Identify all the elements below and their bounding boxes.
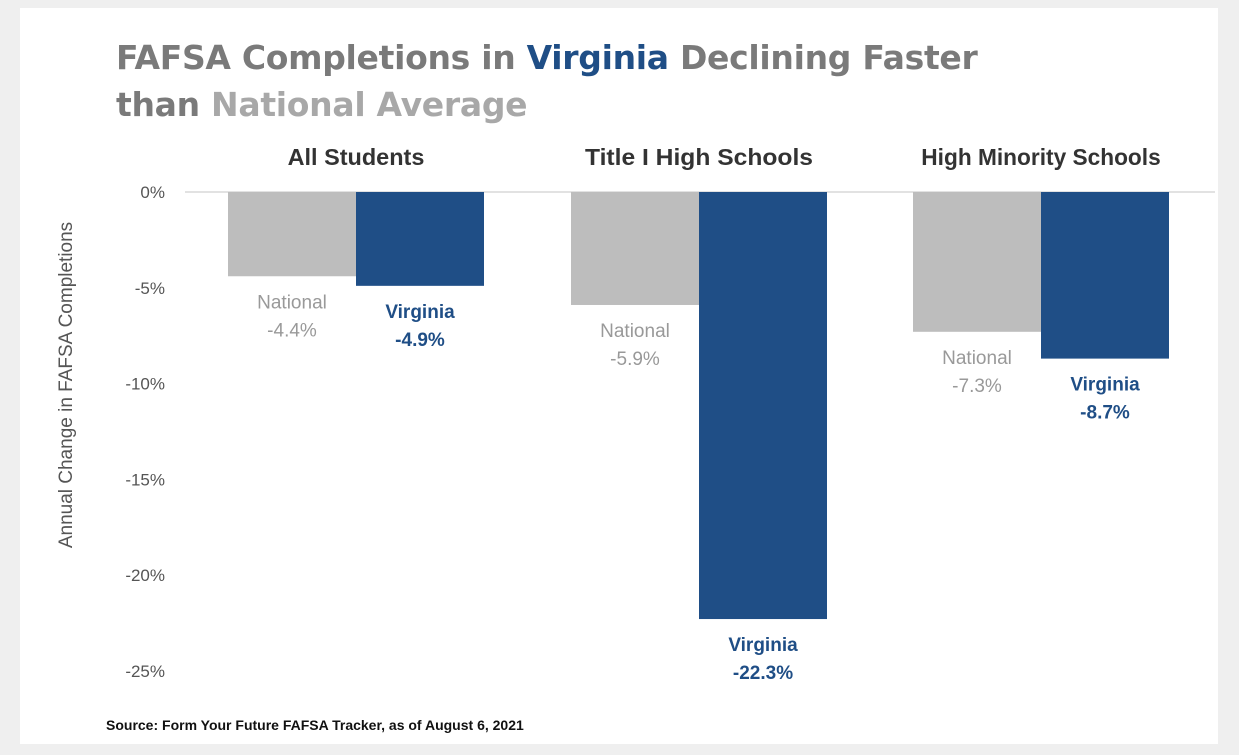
chart-title: FAFSA Completions in Virginia Declining …: [116, 34, 1116, 128]
data-label: -4.9%: [395, 330, 445, 351]
series-name-label: National: [600, 321, 670, 342]
y-tick-label: -15%: [125, 470, 165, 489]
virginia-bar: [356, 192, 484, 286]
title-line2-part1: than: [116, 85, 212, 124]
national-bar: [571, 192, 699, 305]
data-label: -8.7%: [1080, 403, 1130, 424]
title-highlight-virginia: Virginia: [526, 38, 669, 77]
national-bar: [228, 192, 356, 277]
chart-card: FAFSA Completions in Virginia Declining …: [20, 8, 1218, 744]
series-name-label: Virginia: [728, 635, 798, 656]
y-tick-label: 0%: [140, 183, 165, 202]
data-label: -7.3%: [952, 376, 1002, 397]
title-part2: Declining Faster: [668, 38, 978, 77]
category-label: High Minority Schools: [921, 144, 1160, 170]
category-label: All Students: [288, 144, 425, 170]
series-name-label: National: [257, 292, 327, 313]
national-bar: [913, 192, 1041, 332]
data-label: -4.4%: [267, 320, 317, 341]
title-part1: FAFSA Completions in: [116, 38, 527, 77]
series-name-label: Virginia: [385, 302, 455, 323]
category-label: Title I High Schools: [585, 144, 813, 170]
title-highlight-national: National Average: [211, 85, 528, 124]
y-tick-label: -5%: [135, 279, 165, 298]
y-tick-label: -10%: [125, 375, 165, 394]
data-label: -5.9%: [610, 349, 660, 370]
source-note: Source: Form Your Future FAFSA Tracker, …: [106, 717, 524, 733]
virginia-bar: [699, 192, 827, 620]
data-label: -22.3%: [733, 663, 793, 684]
series-name-label: National: [942, 348, 1012, 369]
y-tick-label: -25%: [125, 662, 165, 681]
virginia-bar: [1041, 192, 1169, 359]
series-name-label: Virginia: [1070, 375, 1140, 396]
y-axis-title: Annual Change in FAFSA Completions: [56, 222, 77, 548]
y-tick-label: -20%: [125, 566, 165, 585]
